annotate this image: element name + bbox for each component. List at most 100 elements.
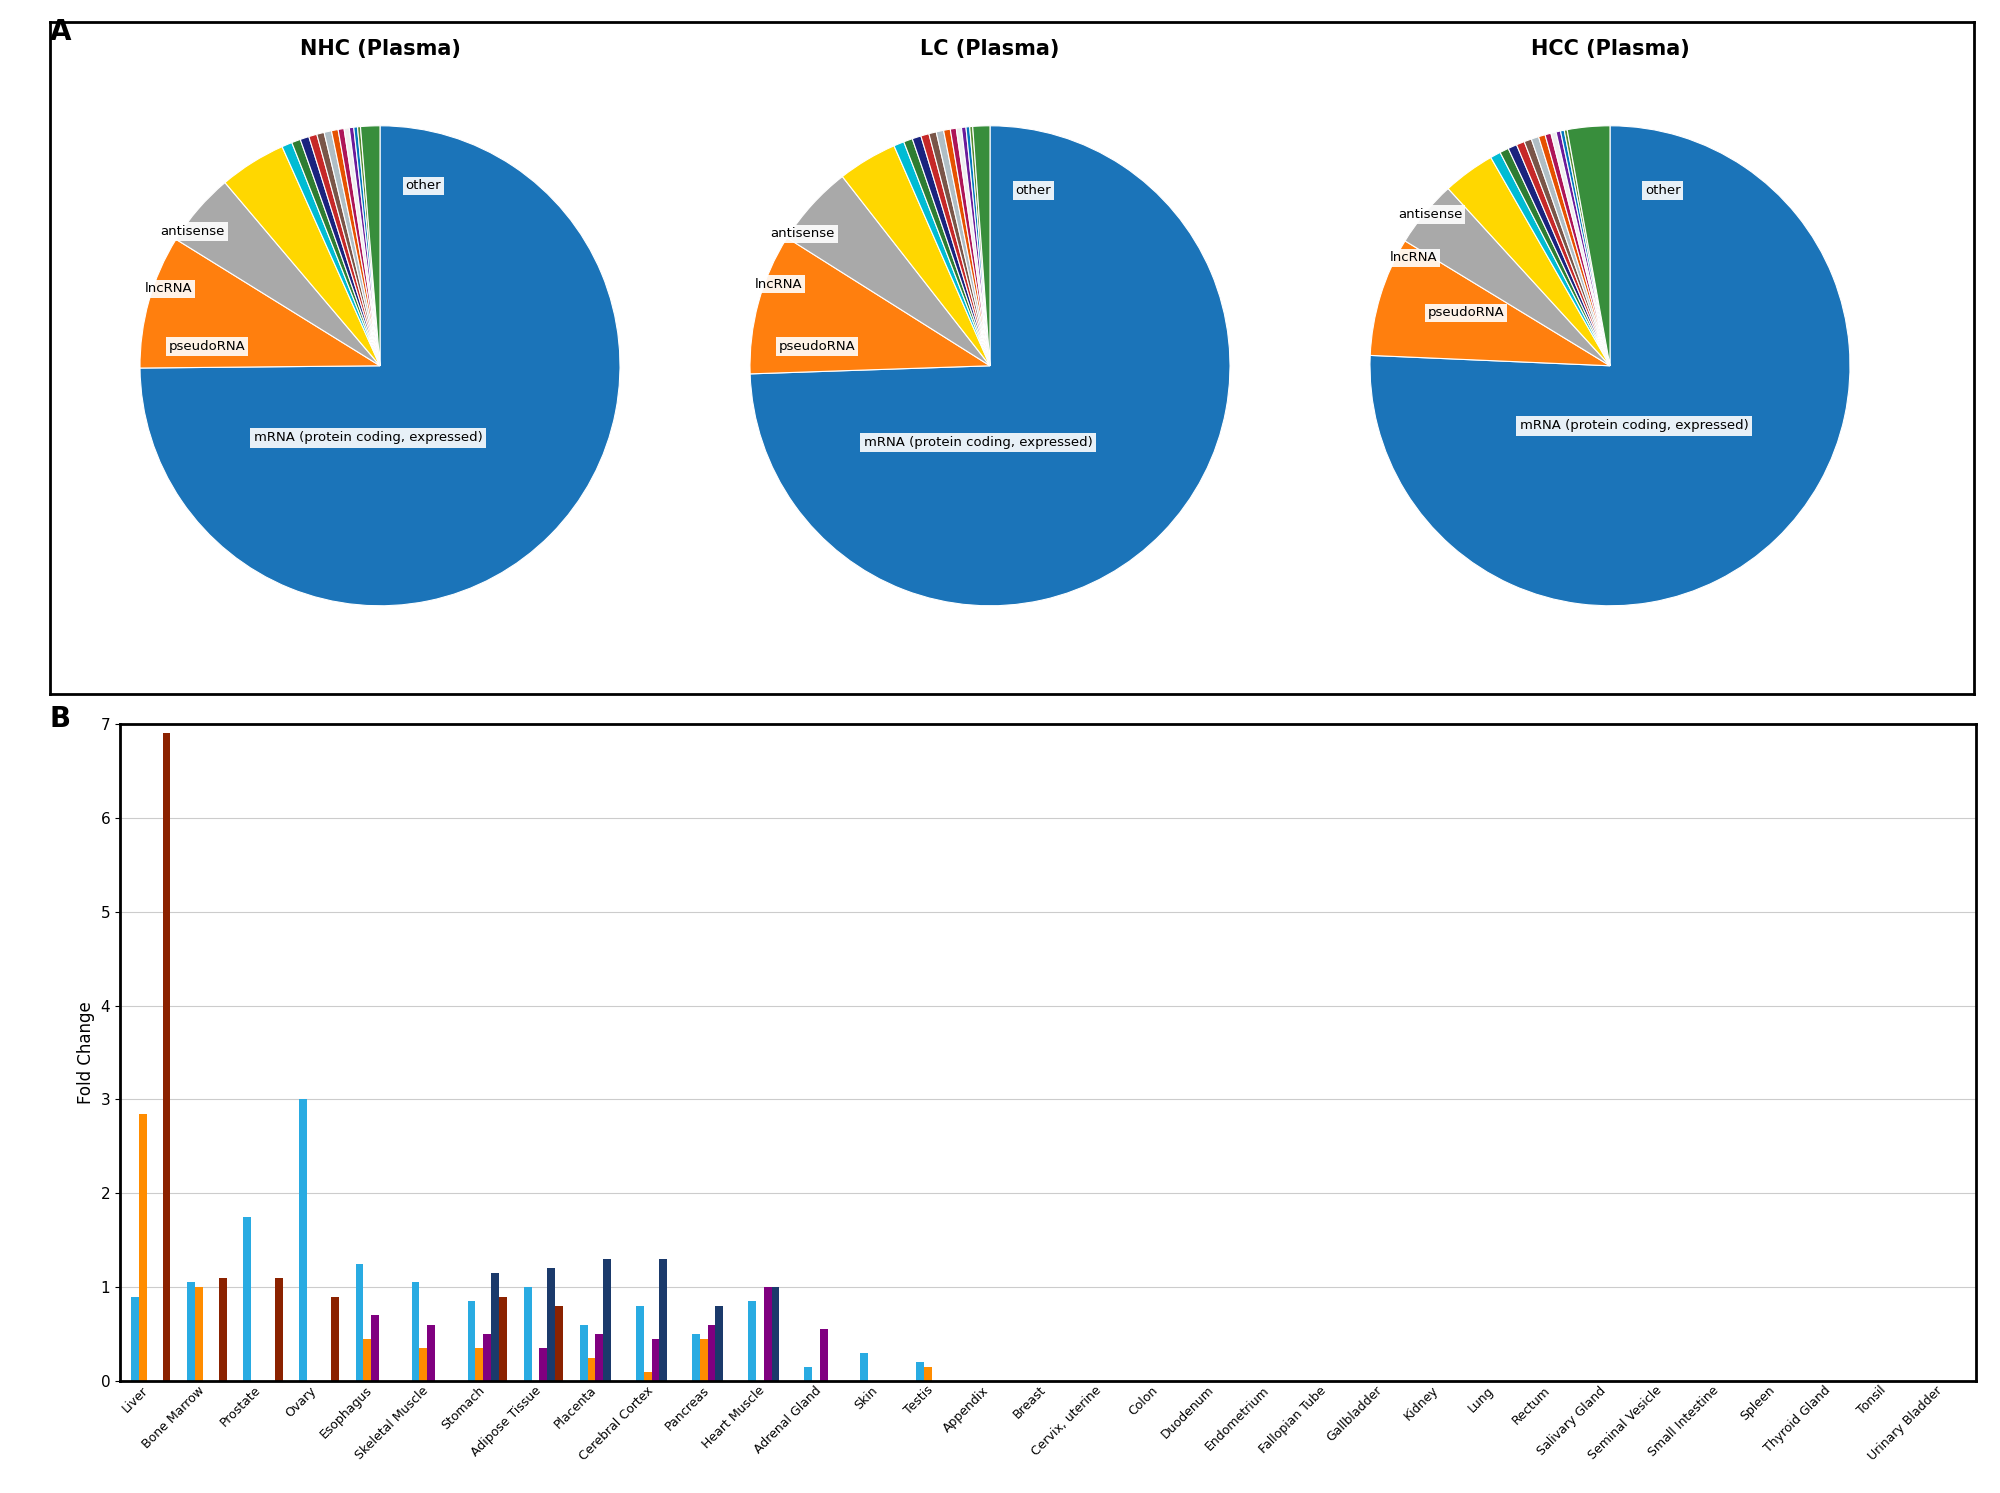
Text: B: B <box>50 705 72 733</box>
Wedge shape <box>1560 130 1610 366</box>
Bar <box>540 1348 548 1381</box>
Wedge shape <box>332 130 380 366</box>
Bar <box>468 1302 476 1381</box>
Bar <box>588 1357 596 1381</box>
Wedge shape <box>1370 240 1610 366</box>
Wedge shape <box>338 128 380 366</box>
Wedge shape <box>176 182 380 366</box>
Bar <box>580 1324 588 1381</box>
Text: other: other <box>406 179 442 193</box>
Y-axis label: Fold Change: Fold Change <box>76 1002 94 1103</box>
Wedge shape <box>842 146 990 366</box>
Bar <box>140 1114 146 1381</box>
Bar <box>188 1282 196 1381</box>
Text: mRNA (protein coding, expressed): mRNA (protein coding, expressed) <box>864 436 1092 449</box>
Wedge shape <box>1524 139 1610 366</box>
Bar <box>218 1278 226 1381</box>
Wedge shape <box>300 136 380 366</box>
Wedge shape <box>1564 130 1610 366</box>
Wedge shape <box>970 127 990 366</box>
Wedge shape <box>224 146 380 366</box>
Bar <box>636 1306 644 1381</box>
Wedge shape <box>282 142 380 366</box>
Bar <box>916 1362 924 1381</box>
Text: antisense: antisense <box>770 227 834 240</box>
Bar <box>330 1296 338 1381</box>
Wedge shape <box>1508 145 1610 366</box>
Bar <box>476 1348 484 1381</box>
Bar <box>372 1315 380 1381</box>
Wedge shape <box>316 133 380 366</box>
Bar <box>492 1274 500 1381</box>
Wedge shape <box>928 131 990 366</box>
Wedge shape <box>140 125 620 606</box>
Bar <box>196 1287 202 1381</box>
Wedge shape <box>1532 137 1610 366</box>
Wedge shape <box>944 128 990 366</box>
Wedge shape <box>962 127 990 366</box>
Bar <box>700 1339 708 1381</box>
Wedge shape <box>1448 157 1610 366</box>
Wedge shape <box>912 136 990 366</box>
Wedge shape <box>950 128 990 366</box>
Bar <box>660 1259 668 1381</box>
Wedge shape <box>360 125 380 366</box>
Bar <box>604 1259 612 1381</box>
Wedge shape <box>750 125 1230 606</box>
Text: pseudoRNA: pseudoRNA <box>778 340 856 352</box>
Title: NHC (Plasma): NHC (Plasma) <box>300 39 460 58</box>
Wedge shape <box>292 139 380 366</box>
Title: HCC (Plasma): HCC (Plasma) <box>1530 39 1690 58</box>
Wedge shape <box>308 134 380 366</box>
Bar <box>804 1368 812 1381</box>
Bar <box>300 1099 308 1381</box>
Text: pseudoRNA: pseudoRNA <box>168 340 246 352</box>
Wedge shape <box>1568 125 1610 366</box>
Wedge shape <box>936 130 990 366</box>
Text: lncRNA: lncRNA <box>144 282 192 296</box>
Text: antisense: antisense <box>1398 208 1462 221</box>
Bar <box>500 1296 506 1381</box>
Text: lncRNA: lncRNA <box>1390 251 1438 264</box>
Text: other: other <box>1016 184 1052 197</box>
Bar <box>548 1269 556 1381</box>
Wedge shape <box>966 127 990 366</box>
Bar <box>484 1335 492 1381</box>
Bar <box>716 1306 724 1381</box>
Wedge shape <box>350 127 380 366</box>
Wedge shape <box>750 237 990 373</box>
Bar <box>274 1278 282 1381</box>
Text: A: A <box>50 18 72 46</box>
Bar <box>860 1353 868 1381</box>
Bar <box>356 1263 364 1381</box>
Bar <box>132 1296 140 1381</box>
Text: other: other <box>1644 184 1680 197</box>
Bar <box>420 1348 428 1381</box>
Bar <box>764 1287 772 1381</box>
Text: antisense: antisense <box>160 225 224 237</box>
Wedge shape <box>1500 148 1610 366</box>
Wedge shape <box>1516 142 1610 366</box>
Wedge shape <box>1490 152 1610 366</box>
Wedge shape <box>1556 131 1610 366</box>
Wedge shape <box>956 127 990 366</box>
Bar <box>162 733 170 1381</box>
Wedge shape <box>344 128 380 366</box>
Bar <box>748 1302 756 1381</box>
Wedge shape <box>1546 133 1610 366</box>
Wedge shape <box>354 127 380 366</box>
Bar <box>820 1329 828 1381</box>
Bar <box>652 1339 660 1381</box>
Wedge shape <box>894 142 990 366</box>
Wedge shape <box>324 131 380 366</box>
Bar <box>708 1324 716 1381</box>
Bar <box>364 1339 372 1381</box>
Wedge shape <box>358 127 380 366</box>
Bar <box>692 1335 700 1381</box>
Wedge shape <box>1550 131 1610 366</box>
Wedge shape <box>972 125 990 366</box>
Wedge shape <box>1370 125 1850 606</box>
Bar <box>924 1368 932 1381</box>
Bar <box>428 1324 436 1381</box>
Wedge shape <box>140 239 380 369</box>
